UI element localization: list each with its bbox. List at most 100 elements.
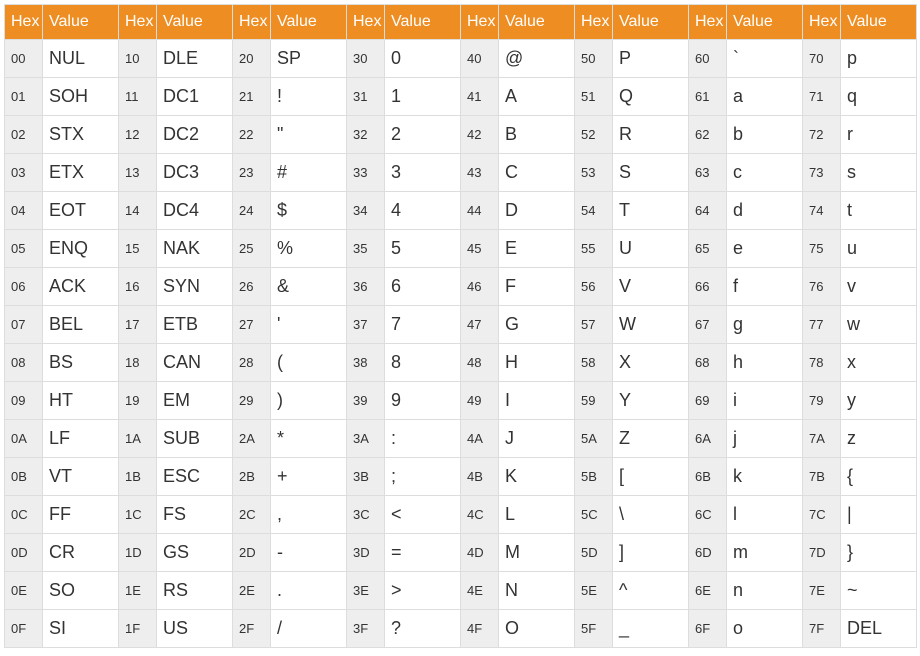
value-cell: D: [499, 192, 575, 230]
value-cell: -: [271, 534, 347, 572]
value-cell: l: [727, 496, 803, 534]
value-cell: (: [271, 344, 347, 382]
table-row: 07BEL17ETB27'37747G57W67g77w: [5, 306, 917, 344]
value-cell: n: [727, 572, 803, 610]
hex-cell: 39: [347, 382, 385, 420]
ascii-table: Hex Value Hex Value Hex Value Hex Value …: [4, 4, 917, 648]
value-cell: 3: [385, 154, 461, 192]
hex-cell: 54: [575, 192, 613, 230]
value-cell: SYN: [157, 268, 233, 306]
hex-cell: 16: [119, 268, 157, 306]
hex-cell: 56: [575, 268, 613, 306]
header-hex: Hex: [5, 5, 43, 40]
hex-cell: 08: [5, 344, 43, 382]
value-cell: LF: [43, 420, 119, 458]
hex-cell: 62: [689, 116, 727, 154]
hex-cell: 73: [803, 154, 841, 192]
value-cell: SUB: [157, 420, 233, 458]
value-cell: \: [613, 496, 689, 534]
value-cell: Y: [613, 382, 689, 420]
hex-cell: 22: [233, 116, 271, 154]
value-cell: EM: [157, 382, 233, 420]
hex-cell: 50: [575, 40, 613, 78]
value-cell: X: [613, 344, 689, 382]
value-cell: t: [841, 192, 917, 230]
hex-cell: 45: [461, 230, 499, 268]
value-cell: %: [271, 230, 347, 268]
value-cell: >: [385, 572, 461, 610]
value-cell: SO: [43, 572, 119, 610]
hex-cell: 5B: [575, 458, 613, 496]
table-row: 00NUL10DLE20SP30040@50P60`70p: [5, 40, 917, 78]
hex-cell: 1B: [119, 458, 157, 496]
hex-cell: 0F: [5, 610, 43, 648]
value-cell: CR: [43, 534, 119, 572]
hex-cell: 6A: [689, 420, 727, 458]
value-cell: y: [841, 382, 917, 420]
hex-cell: 4C: [461, 496, 499, 534]
hex-cell: 57: [575, 306, 613, 344]
hex-cell: 72: [803, 116, 841, 154]
value-cell: 6: [385, 268, 461, 306]
hex-cell: 24: [233, 192, 271, 230]
value-cell: P: [613, 40, 689, 78]
hex-cell: 37: [347, 306, 385, 344]
hex-cell: 4F: [461, 610, 499, 648]
value-cell: FF: [43, 496, 119, 534]
hex-cell: 4A: [461, 420, 499, 458]
table-row: 08BS18CAN28(38848H58X68h78x: [5, 344, 917, 382]
hex-cell: 7E: [803, 572, 841, 610]
hex-cell: 44: [461, 192, 499, 230]
table-row: 0ESO1ERS2E.3E>4EN5E^6En7E~: [5, 572, 917, 610]
hex-cell: 43: [461, 154, 499, 192]
hex-cell: 0B: [5, 458, 43, 496]
value-cell: m: [727, 534, 803, 572]
hex-cell: 05: [5, 230, 43, 268]
hex-cell: 59: [575, 382, 613, 420]
value-cell: s: [841, 154, 917, 192]
value-cell: z: [841, 420, 917, 458]
value-cell: w: [841, 306, 917, 344]
hex-cell: 26: [233, 268, 271, 306]
value-cell: 9: [385, 382, 461, 420]
hex-cell: 0E: [5, 572, 43, 610]
hex-cell: 61: [689, 78, 727, 116]
value-cell: |: [841, 496, 917, 534]
value-cell: #: [271, 154, 347, 192]
hex-cell: 1A: [119, 420, 157, 458]
hex-cell: 03: [5, 154, 43, 192]
value-cell: q: [841, 78, 917, 116]
value-cell: 8: [385, 344, 461, 382]
header-value: Value: [385, 5, 461, 40]
hex-cell: 68: [689, 344, 727, 382]
hex-cell: 15: [119, 230, 157, 268]
value-cell: G: [499, 306, 575, 344]
hex-cell: 48: [461, 344, 499, 382]
hex-cell: 13: [119, 154, 157, 192]
hex-cell: 3E: [347, 572, 385, 610]
hex-cell: 3D: [347, 534, 385, 572]
hex-cell: 70: [803, 40, 841, 78]
header-value: Value: [271, 5, 347, 40]
value-cell: CAN: [157, 344, 233, 382]
value-cell: RS: [157, 572, 233, 610]
hex-cell: 34: [347, 192, 385, 230]
value-cell: u: [841, 230, 917, 268]
value-cell: K: [499, 458, 575, 496]
value-cell: *: [271, 420, 347, 458]
value-cell: !: [271, 78, 347, 116]
hex-cell: 60: [689, 40, 727, 78]
table-row: 01SOH11DC121!31141A51Q61a71q: [5, 78, 917, 116]
hex-cell: 2E: [233, 572, 271, 610]
table-row: 0BVT1BESC2B+3B;4BK5B[6Bk7B{: [5, 458, 917, 496]
value-cell: ACK: [43, 268, 119, 306]
value-cell: .: [271, 572, 347, 610]
table-row: 06ACK16SYN26&36646F56V66f76v: [5, 268, 917, 306]
hex-cell: 29: [233, 382, 271, 420]
hex-cell: 7F: [803, 610, 841, 648]
hex-cell: 7A: [803, 420, 841, 458]
hex-cell: 00: [5, 40, 43, 78]
value-cell: 2: [385, 116, 461, 154]
value-cell: STX: [43, 116, 119, 154]
value-cell: V: [613, 268, 689, 306]
